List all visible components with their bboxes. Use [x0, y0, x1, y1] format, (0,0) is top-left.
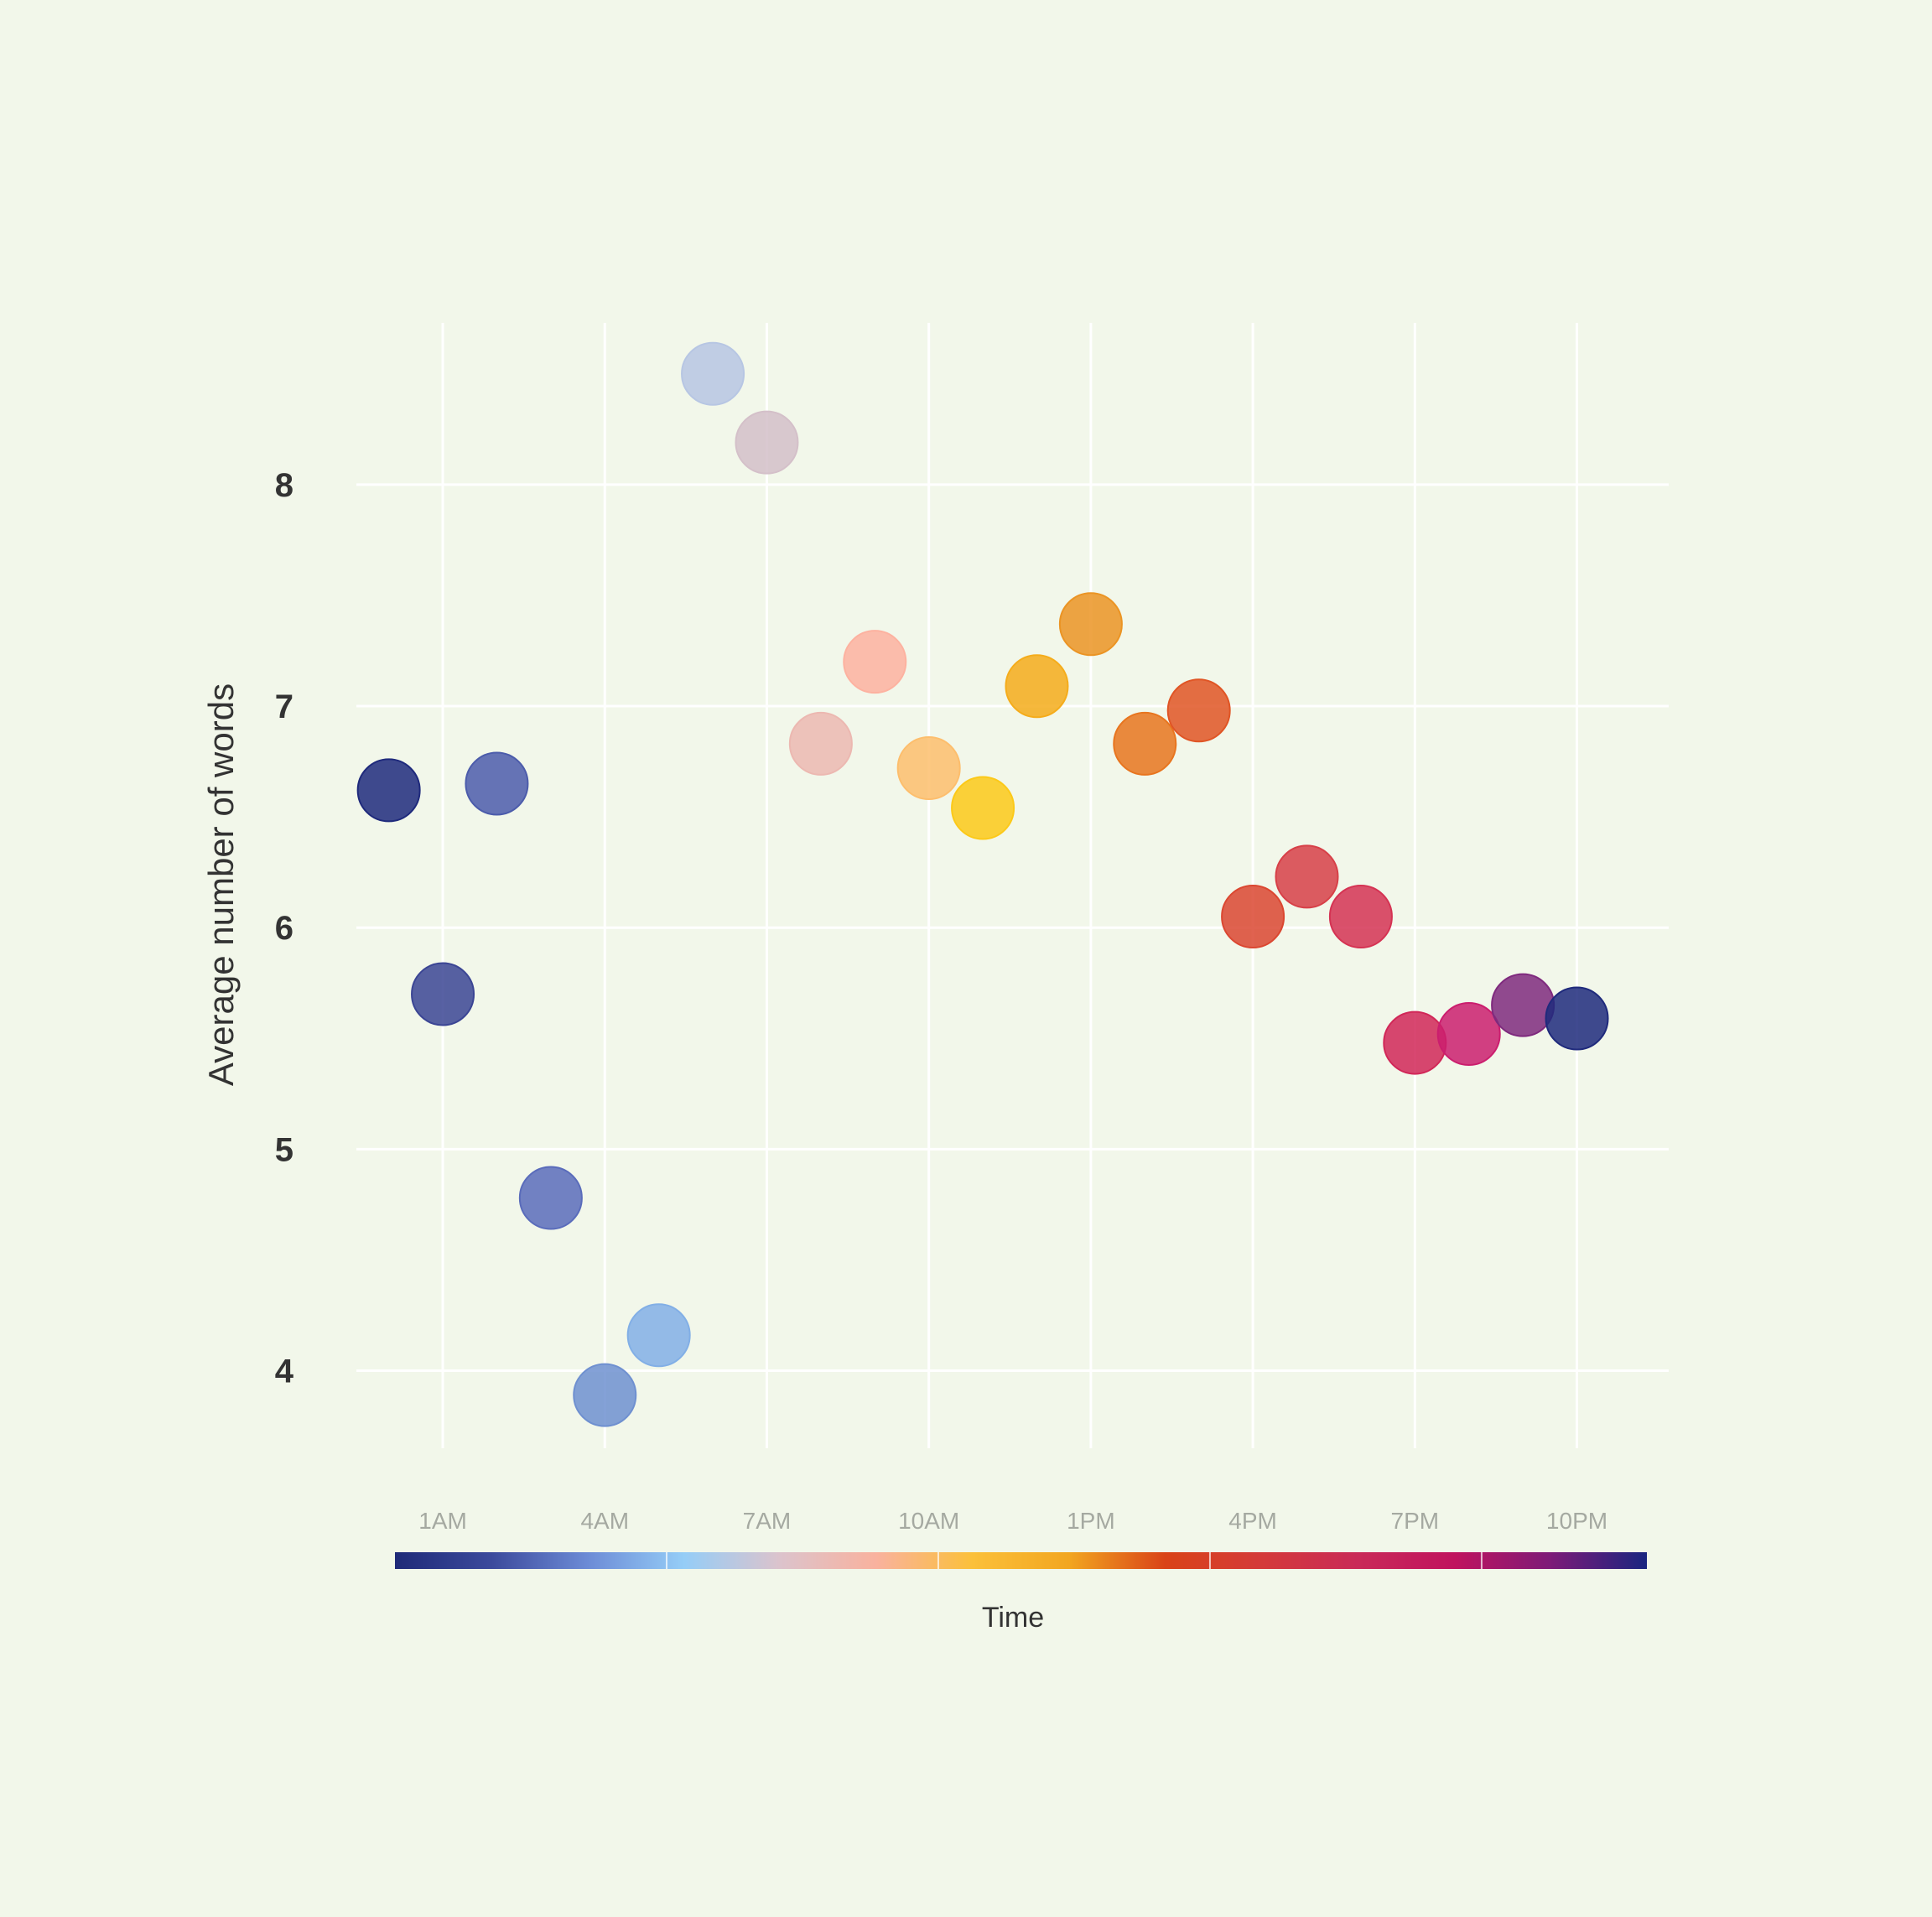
data-point-22: [1545, 986, 1609, 1051]
y-tick-labels: 4 5 6 7 8: [275, 467, 294, 1390]
x-axis-label: Time: [982, 1602, 1044, 1634]
x-tick-label: 7AM: [743, 1508, 792, 1534]
data-point-11: [951, 776, 1015, 840]
data-point-0: [356, 758, 421, 823]
x-tick-label: 4PM: [1228, 1508, 1277, 1534]
x-tick-labels: 1AM 4AM 7AM 10AM 1PM 4PM 7PM 10PM: [418, 1508, 1607, 1534]
color-bar-gradient: [395, 1552, 1647, 1569]
data-point-3: [518, 1166, 583, 1230]
horizontal-gridlines: [356, 483, 1669, 1373]
x-tick-label: 1PM: [1067, 1508, 1115, 1534]
x-tick-label: 10AM: [898, 1508, 959, 1534]
vertical-gridlines: [441, 323, 1579, 1448]
y-tick-label: 7: [275, 688, 293, 725]
data-point-18: [1328, 884, 1393, 948]
data-point-9: [843, 630, 907, 694]
data-point-16: [1221, 884, 1285, 948]
y-tick-label: 5: [275, 1131, 293, 1168]
data-points: [356, 341, 1609, 1427]
x-tick-label: 4AM: [580, 1508, 629, 1534]
data-point-19: [1383, 1010, 1447, 1075]
data-point-10: [896, 735, 961, 800]
x-tick-label: 10PM: [1546, 1508, 1607, 1534]
data-point-8: [788, 711, 853, 776]
data-point-7: [735, 410, 799, 475]
data-point-4: [573, 1363, 637, 1427]
data-point-21: [1491, 973, 1555, 1037]
data-point-13: [1058, 592, 1123, 657]
data-point-5: [626, 1303, 691, 1368]
x-tick-label: 7PM: [1391, 1508, 1440, 1534]
data-point-12: [1005, 654, 1069, 719]
x-tick-label: 1AM: [418, 1508, 467, 1534]
data-point-17: [1275, 844, 1339, 909]
y-axis-label: Average number of words: [201, 683, 241, 1086]
data-point-14: [1113, 711, 1177, 776]
data-point-2: [465, 751, 529, 816]
time-color-bar: [395, 1552, 1647, 1569]
data-point-15: [1166, 678, 1231, 743]
data-point-6: [681, 341, 745, 406]
y-tick-label: 4: [275, 1353, 294, 1390]
y-tick-label: 8: [275, 467, 293, 504]
data-point-20: [1436, 1001, 1501, 1066]
data-point-1: [411, 962, 475, 1026]
y-tick-label: 6: [275, 910, 293, 947]
